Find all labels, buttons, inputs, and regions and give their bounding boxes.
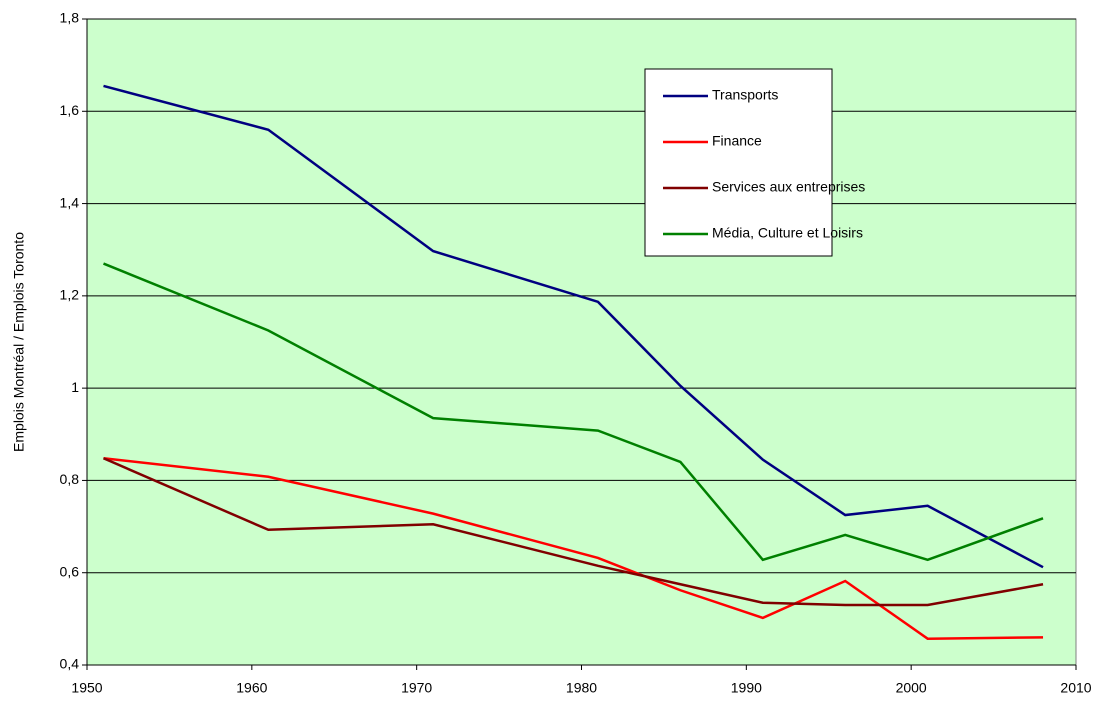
line — [102, 457, 1044, 607]
y-tick-label: 0,8 — [60, 471, 80, 487]
x-tick-label: 2010 — [1060, 680, 1091, 696]
line — [103, 84, 1044, 569]
plot-area — [86, 18, 1077, 666]
x-tick-label: 2000 — [896, 680, 927, 696]
x-tick-label: 1960 — [236, 680, 267, 696]
y-tick-label: 1,2 — [60, 287, 80, 303]
legend-label: Média, Culture et Loisirs — [712, 225, 863, 241]
x-tick-label: 1950 — [71, 680, 102, 696]
legend — [644, 68, 833, 257]
y-tick-label: 0,6 — [60, 563, 80, 579]
y-axis-label: Emplois Montréal / Emplois Toronto — [11, 232, 27, 452]
legend-label: Transports — [712, 87, 778, 103]
legend-label: Finance — [712, 133, 762, 149]
y-tick-label: 1,6 — [60, 102, 80, 118]
y-tick-label: 1,8 — [60, 10, 80, 26]
line — [103, 457, 1044, 640]
y-tick-label: 1 — [71, 379, 79, 395]
y-tick-label: 0,4 — [60, 656, 80, 672]
x-tick-label: 1980 — [566, 680, 597, 696]
x-tick-label: 1970 — [401, 680, 432, 696]
line — [103, 262, 1044, 562]
legend-label: Services aux entreprises — [712, 179, 865, 195]
x-tick-label: 1990 — [731, 680, 762, 696]
y-tick-label: 1,4 — [60, 194, 80, 210]
